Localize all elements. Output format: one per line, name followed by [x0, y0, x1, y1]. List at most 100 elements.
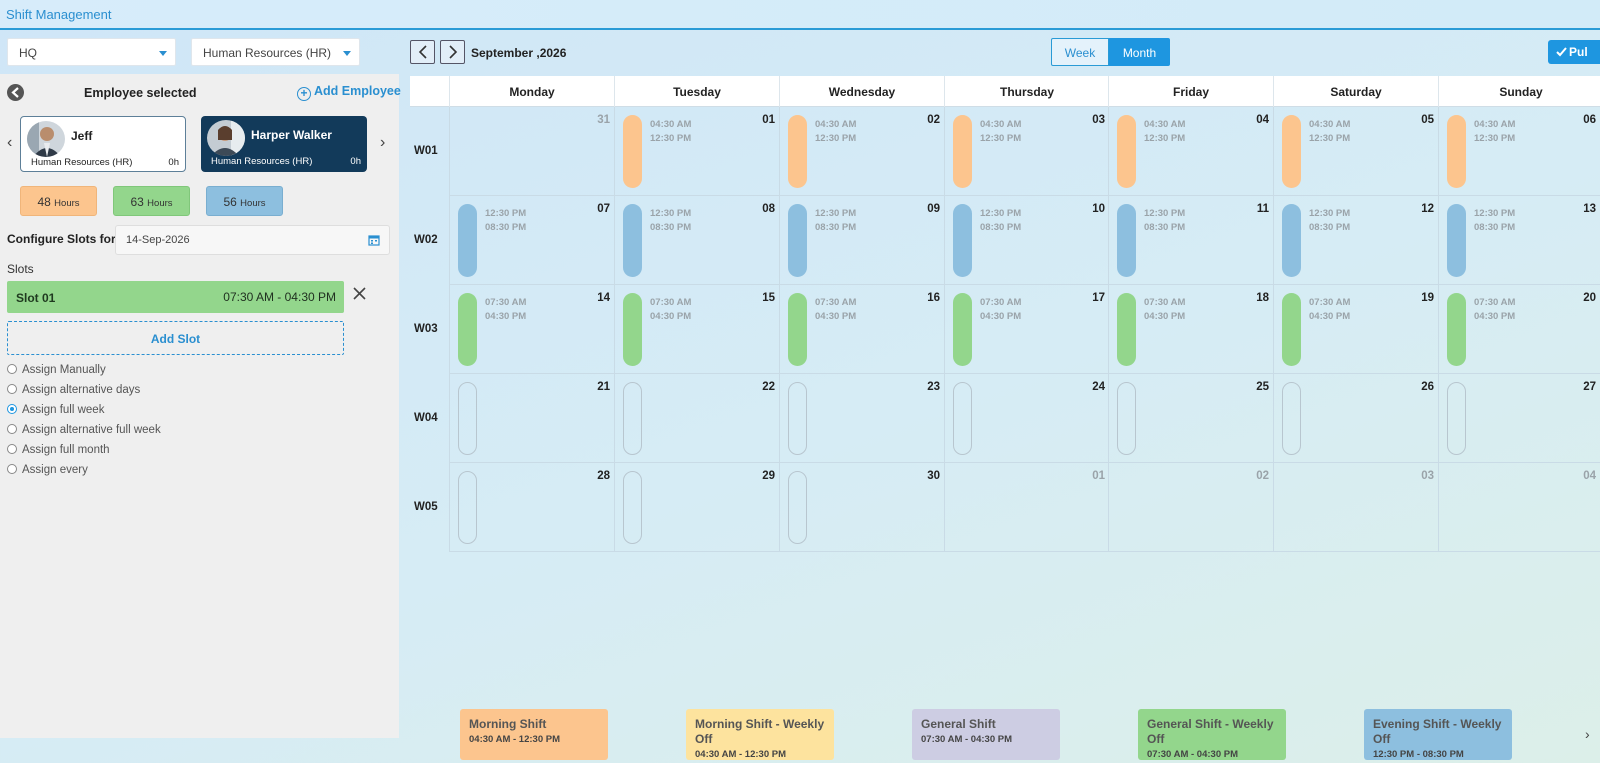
shift-bar[interactable] — [1447, 204, 1466, 277]
legend-shift-card[interactable]: Morning Shift - Weekly Off 04:30 AM - 12:… — [686, 709, 834, 760]
calendar-day-cell[interactable]: 17 07:30 AM 04:30 PM — [944, 285, 1109, 374]
legend-shift-card[interactable]: General Shift 07:30 AM - 04:30 PM — [912, 709, 1060, 760]
empty-shift-slot[interactable] — [788, 382, 807, 455]
assign-option[interactable]: Assign alternative full week — [7, 424, 161, 436]
calendar-day-cell[interactable]: 11 12:30 PM 08:30 PM — [1108, 196, 1273, 285]
calendar-day-cell[interactable]: 08 12:30 PM 08:30 PM — [614, 196, 779, 285]
shift-bar[interactable] — [1282, 115, 1301, 188]
calendar-day-cell[interactable]: 16 07:30 AM 04:30 PM — [779, 285, 944, 374]
calendar-day-cell[interactable]: 14 07:30 AM 04:30 PM — [449, 285, 614, 374]
radio-button[interactable] — [7, 464, 17, 474]
shift-bar[interactable] — [1117, 293, 1136, 366]
shift-bar[interactable] — [953, 204, 972, 277]
prev-period-button[interactable] — [410, 40, 435, 64]
radio-button[interactable] — [7, 444, 17, 454]
shift-bar[interactable] — [623, 204, 642, 277]
empty-shift-slot[interactable] — [458, 471, 477, 544]
legend-shift-card[interactable]: Evening Shift - Weekly Off 12:30 PM - 08:… — [1364, 709, 1512, 760]
shift-bar[interactable] — [788, 204, 807, 277]
shift-bar[interactable] — [458, 204, 477, 277]
calendar-day-cell[interactable]: 09 12:30 PM 08:30 PM — [779, 196, 944, 285]
carousel-prev-icon[interactable]: ‹ — [7, 134, 13, 151]
legend-shift-card[interactable]: General Shift - Weekly Off 07:30 AM - 04:… — [1138, 709, 1286, 760]
shift-bar[interactable] — [623, 115, 642, 188]
calendar-day-cell[interactable]: 28 — [449, 463, 614, 552]
employee-card[interactable]: Harper Walker Human Resources (HR) 0h — [201, 116, 367, 172]
empty-shift-slot[interactable] — [788, 471, 807, 544]
shift-bar[interactable] — [1447, 115, 1466, 188]
shift-bar[interactable] — [623, 293, 642, 366]
calendar-day-cell[interactable]: 22 — [614, 374, 779, 463]
carousel-next-icon[interactable]: › — [380, 134, 386, 151]
assign-option[interactable]: Assign Manually — [7, 364, 106, 376]
calendar-day-cell[interactable]: 01 — [944, 463, 1109, 552]
calendar-day-cell[interactable]: 15 07:30 AM 04:30 PM — [614, 285, 779, 374]
add-employee-button[interactable]: + Add Employee — [297, 84, 401, 101]
calendar-day-cell[interactable]: 18 07:30 AM 04:30 PM — [1108, 285, 1273, 374]
calendar-day-cell[interactable]: 24 — [944, 374, 1109, 463]
radio-button[interactable] — [7, 384, 17, 394]
shift-bar[interactable] — [1117, 115, 1136, 188]
calendar-day-cell[interactable]: 13 12:30 PM 08:30 PM — [1438, 196, 1600, 285]
calendar-day-cell[interactable]: 30 — [779, 463, 944, 552]
calendar-day-cell[interactable]: 27 — [1438, 374, 1600, 463]
empty-shift-slot[interactable] — [1282, 382, 1301, 455]
close-icon[interactable] — [353, 287, 366, 300]
legend-shift-card[interactable]: Morning Shift 04:30 AM - 12:30 PM — [460, 709, 608, 760]
department-dropdown[interactable]: Human Resources (HR) — [191, 38, 360, 66]
calendar-day-cell[interactable]: 26 — [1273, 374, 1438, 463]
radio-button[interactable] — [7, 364, 17, 374]
shift-bar[interactable] — [953, 115, 972, 188]
calendar-day-cell[interactable]: 10 12:30 PM 08:30 PM — [944, 196, 1109, 285]
add-slot-button[interactable]: Add Slot — [7, 321, 344, 355]
calendar-day-cell[interactable]: 23 — [779, 374, 944, 463]
calendar-day-cell[interactable]: 31 — [449, 107, 614, 196]
calendar-day-cell[interactable]: 01 04:30 AM 12:30 PM — [614, 107, 779, 196]
calendar-day-cell[interactable]: 03 — [1273, 463, 1438, 552]
calendar-day-cell[interactable]: 06 04:30 AM 12:30 PM — [1438, 107, 1600, 196]
location-dropdown[interactable]: HQ — [7, 38, 176, 66]
assign-option[interactable]: Assign alternative days — [7, 384, 140, 396]
calendar-day-cell[interactable]: 29 — [614, 463, 779, 552]
calendar-day-cell[interactable]: 07 12:30 PM 08:30 PM — [449, 196, 614, 285]
empty-shift-slot[interactable] — [1447, 382, 1466, 455]
empty-shift-slot[interactable] — [953, 382, 972, 455]
publish-button[interactable]: Pul — [1548, 40, 1600, 64]
shift-bar[interactable] — [458, 293, 477, 366]
calendar-day-cell[interactable]: 20 07:30 AM 04:30 PM — [1438, 285, 1600, 374]
calendar-day-cell[interactable]: 02 04:30 AM 12:30 PM — [779, 107, 944, 196]
month-view-button[interactable]: Month — [1109, 38, 1170, 66]
calendar-day-cell[interactable]: 03 04:30 AM 12:30 PM — [944, 107, 1109, 196]
empty-shift-slot[interactable] — [1117, 382, 1136, 455]
calendar-day-cell[interactable]: 21 — [449, 374, 614, 463]
configure-date-input[interactable]: 14-Sep-2026 — [115, 225, 390, 255]
empty-shift-slot[interactable] — [458, 382, 477, 455]
calendar-icon[interactable] — [368, 234, 380, 246]
slot-item[interactable]: Slot 01 07:30 AM - 04:30 PM — [7, 281, 344, 313]
assign-option[interactable]: Assign every — [7, 464, 88, 476]
empty-shift-slot[interactable] — [623, 382, 642, 455]
calendar-day-cell[interactable]: 05 04:30 AM 12:30 PM — [1273, 107, 1438, 196]
shift-bar[interactable] — [1282, 293, 1301, 366]
assign-option[interactable]: Assign full month — [7, 444, 110, 456]
legend-next-icon[interactable]: › — [1585, 726, 1590, 742]
shift-bar[interactable] — [788, 115, 807, 188]
week-view-button[interactable]: Week — [1051, 38, 1109, 66]
calendar-day-cell[interactable]: 12 12:30 PM 08:30 PM — [1273, 196, 1438, 285]
radio-button[interactable] — [7, 404, 17, 414]
back-button[interactable] — [7, 84, 24, 101]
shift-bar[interactable] — [1117, 204, 1136, 277]
shift-bar[interactable] — [1282, 204, 1301, 277]
calendar-day-cell[interactable]: 02 — [1108, 463, 1273, 552]
employee-card[interactable]: Jeff Human Resources (HR) 0h — [20, 116, 186, 172]
shift-bar[interactable] — [1447, 293, 1466, 366]
shift-bar[interactable] — [788, 293, 807, 366]
next-period-button[interactable] — [440, 40, 465, 64]
calendar-day-cell[interactable]: 04 04:30 AM 12:30 PM — [1108, 107, 1273, 196]
calendar-day-cell[interactable]: 04 — [1438, 463, 1600, 552]
shift-bar[interactable] — [953, 293, 972, 366]
radio-button[interactable] — [7, 424, 17, 434]
calendar-day-cell[interactable]: 25 — [1108, 374, 1273, 463]
assign-option[interactable]: Assign full week — [7, 404, 104, 416]
empty-shift-slot[interactable] — [623, 471, 642, 544]
